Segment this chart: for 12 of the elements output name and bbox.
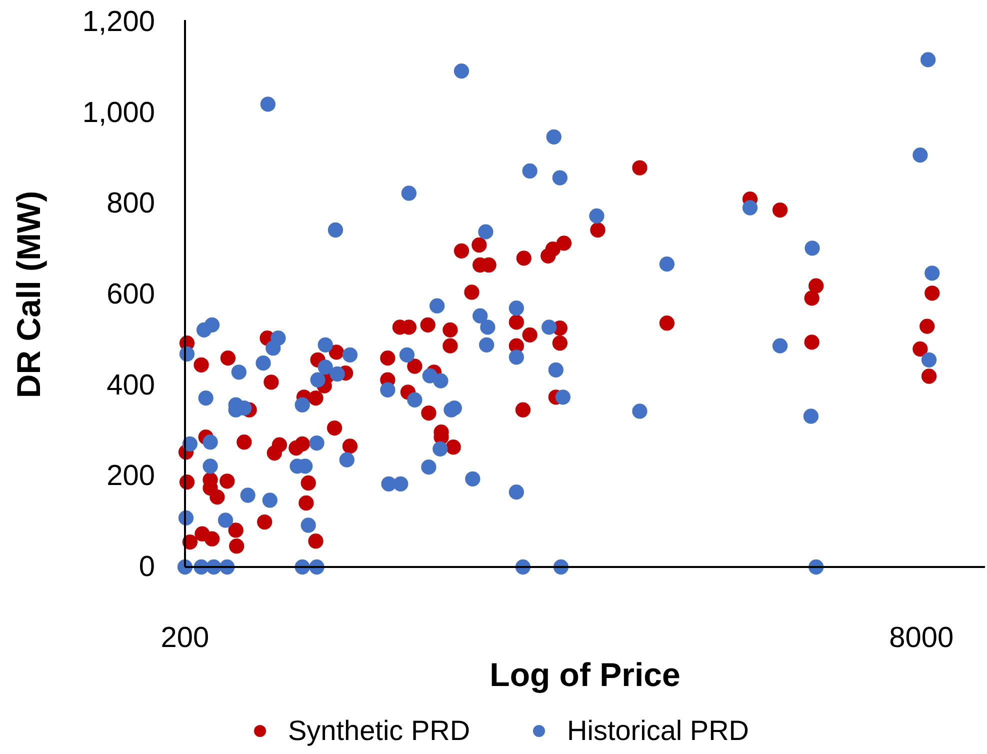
y-tick-label: 1,200 xyxy=(82,6,155,38)
legend-label: Synthetic PRD xyxy=(288,715,470,746)
y-tick-label: 0 xyxy=(138,551,155,583)
y-tick-label: 600 xyxy=(106,278,155,310)
y-tick-label: 800 xyxy=(106,188,155,220)
y-tick-label: 200 xyxy=(106,460,155,492)
x-axis-title: Log of Price xyxy=(490,656,680,693)
y-tick-label: 1,000 xyxy=(82,96,155,129)
legend-label: Historical PRD xyxy=(567,715,750,746)
y-tick-label: 400 xyxy=(106,369,155,402)
x-tick-label: 8000 xyxy=(889,622,954,654)
y-axis-title: DR Call (MW) xyxy=(10,190,47,398)
